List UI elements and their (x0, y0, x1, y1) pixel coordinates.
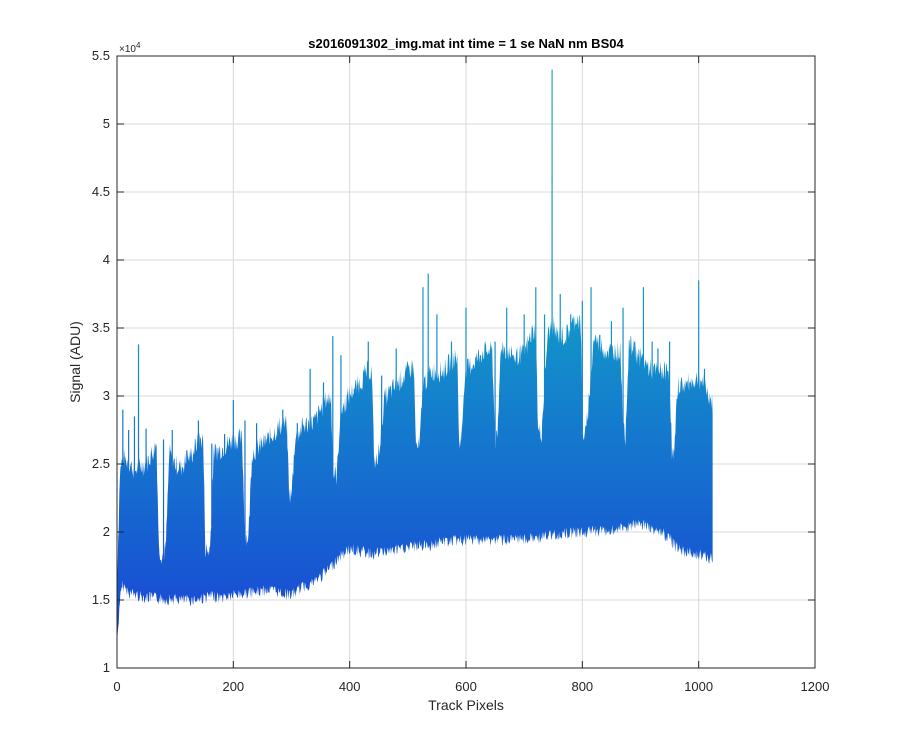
y-tick-label: 1 (103, 660, 110, 675)
y-axis-label: Signal (ADU) (67, 321, 83, 403)
x-tick-label: 400 (339, 679, 361, 694)
data-layer (117, 69, 713, 648)
y-tick-label: 4 (103, 252, 110, 267)
x-tick-label: 600 (455, 679, 477, 694)
x-tick-label: 1000 (684, 679, 713, 694)
x-tick-label: 200 (222, 679, 244, 694)
y-tick-label: 3 (103, 388, 110, 403)
y-tick-label: 5 (103, 116, 110, 131)
x-tick-label: 1200 (801, 679, 830, 694)
signal-band (117, 314, 713, 648)
x-tick-label: 0 (113, 679, 120, 694)
x-tick-label: 800 (571, 679, 593, 694)
y-tick-label: 2.5 (92, 456, 110, 471)
y-tick-label: 4.5 (92, 184, 110, 199)
y-tick-label: 2 (103, 524, 110, 539)
x-axis-label: Track Pixels (428, 697, 504, 713)
spike-lines (122, 69, 706, 578)
y-tick-label: 5.5 (92, 48, 110, 63)
ticks: 0 200 400 600 800 1000 1200 1 1.5 2 2.5 3 3.5 4 4.5 5 5.… (92, 48, 830, 694)
y-tick-label: 3.5 (92, 320, 110, 335)
y-exponent-label: ×104 (119, 41, 141, 55)
y-tick-label: 1.5 (92, 592, 110, 607)
chart-title: s2016091302_img.mat int time = 1 se NaN … (308, 36, 624, 51)
